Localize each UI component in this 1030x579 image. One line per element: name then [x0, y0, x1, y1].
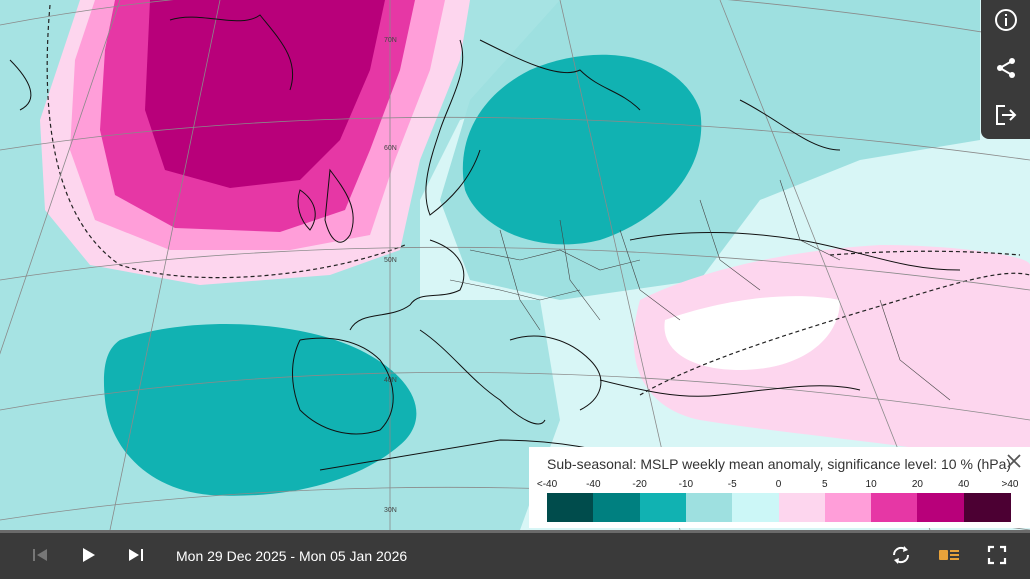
- legend-swatch: [685, 493, 733, 522]
- legend-tick-label: >40: [1001, 479, 1019, 490]
- significance-contour-atlantic: [46, 4, 406, 279]
- legend-title: Sub-seasonal: MSLP weekly mean anomaly, …: [547, 456, 1012, 472]
- info-icon[interactable]: [993, 7, 1019, 33]
- lat-label-70n: 70N: [384, 37, 397, 44]
- export-icon[interactable]: [993, 102, 1019, 128]
- lat-label-60n: 60N: [384, 145, 397, 152]
- legend-swatch: [917, 493, 965, 522]
- skip-back-icon[interactable]: [28, 543, 52, 567]
- positive-region-east-light: [633, 245, 1030, 450]
- legend-tick-label: <-40: [536, 479, 558, 490]
- negative-region-iberia: [103, 323, 417, 496]
- legend-swatch: [593, 493, 641, 522]
- loop-icon[interactable]: [889, 543, 913, 567]
- skip-forward-icon[interactable]: [124, 543, 148, 567]
- legend-tick-label: 0: [775, 479, 782, 490]
- close-icon[interactable]: [1006, 453, 1022, 469]
- playback-controls: Mon 29 Dec 2025 - Mon 05 Jan 2026: [0, 530, 1030, 579]
- legend-swatch: [639, 493, 687, 522]
- neutral-region-balkans: [664, 296, 840, 370]
- legend-swatch: [778, 493, 826, 522]
- legend-tick-label: -10: [678, 479, 694, 490]
- legend-swatch: [547, 493, 594, 522]
- legend-swatch: [824, 493, 872, 522]
- lat-label-50n: 50N: [384, 257, 397, 264]
- legend-tick-label: -20: [632, 479, 647, 490]
- anomaly-map[interactable]: 70N 60N 50N 40N 30N: [0, 0, 1030, 530]
- progress-track[interactable]: [0, 530, 1030, 533]
- legend-tick-label: -5: [727, 479, 737, 490]
- borders: [449, 179, 951, 401]
- significance-contour-east-north: [829, 250, 1021, 256]
- fullscreen-icon[interactable]: [985, 543, 1009, 567]
- lat-label-30n: 30N: [384, 507, 397, 514]
- legend-tick-label: 20: [911, 479, 923, 490]
- date-range: Mon 29 Dec 2025 - Mon 05 Jan 2026: [176, 548, 408, 564]
- share-icon[interactable]: [993, 55, 1019, 81]
- legend-tick-label: 40: [958, 479, 970, 490]
- significance-contour-east: [639, 272, 1030, 396]
- legend-swatch: [871, 493, 919, 522]
- legend-swatch: [732, 493, 780, 522]
- negative-region-baltic: [462, 54, 702, 245]
- positive-region-atlantic-dark: [145, 0, 385, 188]
- legend-swatch: [963, 493, 1011, 522]
- legend-tick-label: 5: [822, 479, 828, 490]
- legend-toggle-icon[interactable]: [937, 543, 961, 567]
- graticule: [0, 0, 1030, 530]
- legend-tick-label: -40: [586, 479, 601, 490]
- legend-tick-label: 10: [865, 479, 877, 490]
- legend-panel: Sub-seasonal: MSLP weekly mean anomaly, …: [529, 447, 1030, 528]
- play-icon[interactable]: [76, 543, 100, 567]
- side-toolbar: [981, 0, 1030, 139]
